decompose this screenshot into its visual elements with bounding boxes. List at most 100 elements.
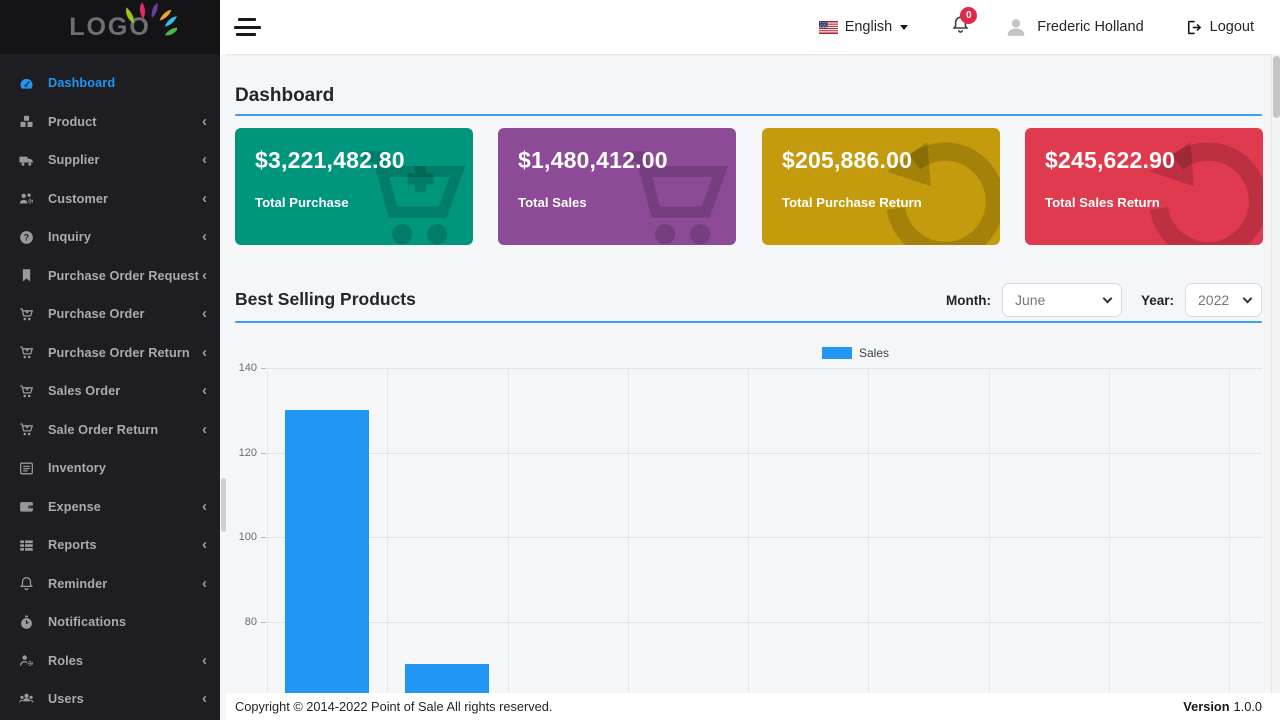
logo[interactable]: LOGO bbox=[0, 0, 220, 54]
chevron-left-icon: ‹ bbox=[202, 151, 207, 169]
cubes-icon bbox=[18, 113, 35, 130]
table-rows-icon bbox=[18, 537, 35, 554]
sidebar: LOGO Dashboard Product ‹ Supplier ‹ Custom… bbox=[0, 0, 220, 720]
gridline bbox=[748, 368, 749, 693]
language-label: English bbox=[844, 19, 893, 35]
cart-plus-icon bbox=[18, 306, 35, 323]
chevron-left-icon: ‹ bbox=[202, 690, 207, 708]
sidebar-item-inventory[interactable]: Inventory bbox=[0, 449, 220, 488]
page-title: Dashboard bbox=[235, 85, 335, 106]
divider bbox=[235, 321, 1262, 323]
stat-amount: $205,886.00 bbox=[782, 147, 913, 173]
year-label: Year: bbox=[1140, 292, 1174, 308]
chevron-left-icon: ‹ bbox=[202, 536, 207, 554]
gridline bbox=[267, 452, 1262, 454]
truck-icon bbox=[18, 152, 35, 169]
logo-text: LOGO bbox=[69, 12, 151, 41]
chart-bar bbox=[285, 410, 370, 693]
sidebar-item-dashboard[interactable]: Dashboard bbox=[0, 64, 220, 103]
us-flag-icon bbox=[819, 21, 838, 34]
caret-down-icon bbox=[900, 24, 909, 30]
section-title-best-selling: Best Selling Products bbox=[235, 289, 416, 309]
customers-icon bbox=[18, 190, 35, 207]
sidebar-scrollbar[interactable] bbox=[220, 54, 226, 720]
legend-label: Sales bbox=[859, 346, 890, 360]
chevron-left-icon: ‹ bbox=[202, 228, 207, 246]
chevron-left-icon: ‹ bbox=[202, 305, 207, 323]
axis-tick bbox=[261, 452, 266, 454]
axis-tick bbox=[261, 622, 266, 623]
gridline bbox=[507, 368, 509, 693]
hamburger-menu-icon[interactable] bbox=[234, 16, 264, 38]
sidebar-item-reminder[interactable]: Reminder ‹ bbox=[0, 565, 220, 604]
sidebar-item-purchase-order-request[interactable]: Purchase Order Request ‹ bbox=[0, 257, 220, 296]
sidebar-item-notifications[interactable]: Notifications bbox=[0, 603, 220, 642]
year-select[interactable]: 2022 bbox=[1185, 283, 1262, 317]
gridline bbox=[267, 622, 1262, 623]
gridline bbox=[868, 368, 870, 693]
stat-label: Total Purchase Return bbox=[782, 195, 922, 210]
list-icon bbox=[18, 460, 35, 477]
user-name: Frederic Holland bbox=[1037, 19, 1144, 35]
chevron-left-icon: ‹ bbox=[202, 112, 207, 130]
logout-icon bbox=[1184, 18, 1203, 37]
user-gear-icon bbox=[18, 652, 35, 669]
gridline bbox=[267, 368, 1262, 369]
main-scrollbar[interactable] bbox=[1271, 54, 1280, 693]
chevron-left-icon: ‹ bbox=[202, 343, 207, 361]
month-select[interactable]: June bbox=[1001, 283, 1122, 317]
sidebar-item-purchase-order[interactable]: Purchase Order ‹ bbox=[0, 295, 220, 334]
sidebar-item-reports[interactable]: Reports ‹ bbox=[0, 526, 220, 565]
sidebar-scrollbar-thumb[interactable] bbox=[220, 478, 226, 532]
month-label: Month: bbox=[945, 292, 991, 308]
logout-button[interactable]: Logout bbox=[1184, 18, 1254, 37]
question-circle-icon bbox=[18, 229, 35, 246]
chevron-left-icon: ‹ bbox=[202, 574, 207, 592]
chart-legend: Sales bbox=[822, 346, 889, 360]
cart-plus-icon bbox=[18, 383, 35, 400]
chevron-left-icon: ‹ bbox=[202, 420, 207, 438]
logo-leaves-icon bbox=[125, 2, 177, 39]
main-scrollbar-thumb[interactable] bbox=[1273, 56, 1280, 118]
legend-color-box bbox=[822, 347, 852, 359]
stat-label: Total Sales Return bbox=[1045, 195, 1160, 210]
axis-tick bbox=[261, 368, 266, 369]
sidebar-item-sales-order[interactable]: Sales Order ‹ bbox=[0, 372, 220, 411]
sidebar-item-customer[interactable]: Customer ‹ bbox=[0, 180, 220, 219]
chevron-left-icon: ‹ bbox=[202, 497, 207, 515]
sidebar-item-users[interactable]: Users ‹ bbox=[0, 680, 220, 719]
sidebar-item-sale-order-return[interactable]: Sale Order Return ‹ bbox=[0, 411, 220, 450]
y-axis-tick-label: 80 bbox=[244, 616, 257, 628]
version-text: Version 1.0.0 bbox=[1183, 699, 1262, 714]
bell-icon bbox=[18, 575, 35, 592]
notification-count-badge: 0 bbox=[960, 7, 978, 24]
bookmark-icon bbox=[18, 267, 35, 284]
cart-plus-icon bbox=[18, 421, 35, 438]
chart-filters: Month: June Year: 2022 bbox=[946, 283, 1262, 317]
sidebar-item-inquiry[interactable]: Inquiry ‹ bbox=[0, 218, 220, 257]
footer: Copyright © 2014-2022 Point of Sale All … bbox=[220, 693, 1280, 720]
stat-amount: $245,622.90 bbox=[1045, 147, 1176, 173]
y-axis-tick-label: 100 bbox=[238, 531, 257, 544]
stat-label: Total Sales bbox=[518, 195, 587, 210]
notifications-bell[interactable]: 0 bbox=[950, 7, 978, 40]
y-axis-tick-label: 140 bbox=[238, 362, 257, 374]
users-icon bbox=[18, 691, 35, 708]
divider bbox=[235, 114, 1262, 116]
stat-label: Total Purchase bbox=[255, 195, 349, 210]
chevron-left-icon: ‹ bbox=[202, 189, 207, 207]
top-header: English 0 Frederic Holland Logout bbox=[220, 0, 1280, 54]
sidebar-item-roles[interactable]: Roles ‹ bbox=[0, 642, 220, 681]
stat-amount: $1,480,412.00 bbox=[518, 147, 668, 173]
sidebar-item-supplier[interactable]: Supplier ‹ bbox=[0, 141, 220, 180]
gridline bbox=[267, 537, 1262, 539]
language-selector[interactable]: English bbox=[819, 19, 909, 35]
sidebar-item-expense[interactable]: Expense ‹ bbox=[0, 488, 220, 527]
sidebar-item-product[interactable]: Product ‹ bbox=[0, 103, 220, 142]
sidebar-item-purchase-order-return[interactable]: Purchase Order Return ‹ bbox=[0, 334, 220, 373]
chevron-left-icon: ‹ bbox=[202, 266, 207, 284]
stopwatch-icon bbox=[18, 614, 35, 631]
avatar-icon bbox=[1005, 16, 1027, 38]
user-menu[interactable]: Frederic Holland bbox=[1005, 16, 1144, 38]
